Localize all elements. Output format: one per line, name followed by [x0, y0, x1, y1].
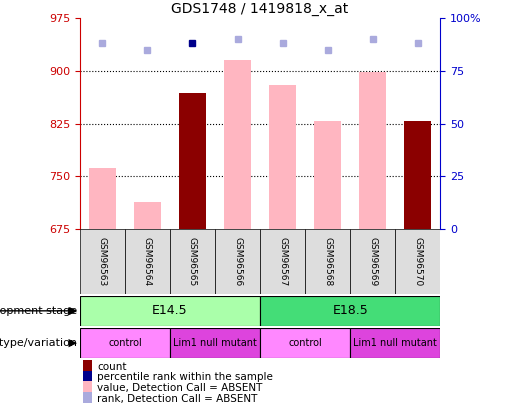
Text: GSM96563: GSM96563	[98, 237, 107, 286]
Bar	[260, 296, 440, 326]
Text: E18.5: E18.5	[332, 304, 368, 318]
Bar	[224, 60, 251, 229]
Text: GSM96570: GSM96570	[414, 237, 422, 286]
Text: GSM96569: GSM96569	[368, 237, 377, 286]
Text: Lim1 null mutant: Lim1 null mutant	[173, 338, 257, 348]
Text: development stage: development stage	[0, 306, 77, 316]
Bar	[260, 328, 350, 358]
Text: rank, Detection Call = ABSENT: rank, Detection Call = ABSENT	[97, 394, 258, 404]
Bar	[314, 122, 341, 229]
Bar	[396, 229, 440, 294]
Bar	[80, 229, 125, 294]
Text: ▶: ▶	[65, 305, 77, 315]
Text: value, Detection Call = ABSENT: value, Detection Call = ABSENT	[97, 383, 263, 393]
Bar	[305, 229, 350, 294]
Bar	[134, 202, 161, 229]
Text: E14.5: E14.5	[152, 304, 188, 318]
Bar	[350, 229, 396, 294]
Bar	[359, 72, 386, 229]
Text: GSM96564: GSM96564	[143, 237, 152, 286]
Bar	[125, 229, 170, 294]
Bar	[350, 328, 440, 358]
Text: GSM96567: GSM96567	[278, 237, 287, 286]
Text: count: count	[97, 362, 127, 372]
Text: GSM96566: GSM96566	[233, 237, 242, 286]
Title: GDS1748 / 1419818_x_at: GDS1748 / 1419818_x_at	[171, 2, 349, 16]
Text: genotype/variation: genotype/variation	[0, 338, 77, 348]
Bar	[83, 360, 93, 373]
Text: Lim1 null mutant: Lim1 null mutant	[353, 338, 437, 348]
Bar	[215, 229, 260, 294]
Text: GSM96568: GSM96568	[323, 237, 332, 286]
Bar	[80, 296, 260, 326]
Bar	[83, 371, 93, 384]
Bar	[89, 168, 116, 229]
Text: control: control	[288, 338, 322, 348]
Bar	[80, 328, 170, 358]
Bar	[83, 382, 93, 395]
Bar	[269, 85, 296, 229]
Bar	[170, 229, 215, 294]
Bar	[179, 93, 206, 229]
Bar	[404, 122, 431, 229]
Text: ▶: ▶	[65, 338, 77, 348]
Bar	[260, 229, 305, 294]
Bar	[170, 328, 260, 358]
Text: percentile rank within the sample: percentile rank within the sample	[97, 373, 273, 382]
Text: control: control	[108, 338, 142, 348]
Text: GSM96565: GSM96565	[188, 237, 197, 286]
Bar	[83, 392, 93, 405]
